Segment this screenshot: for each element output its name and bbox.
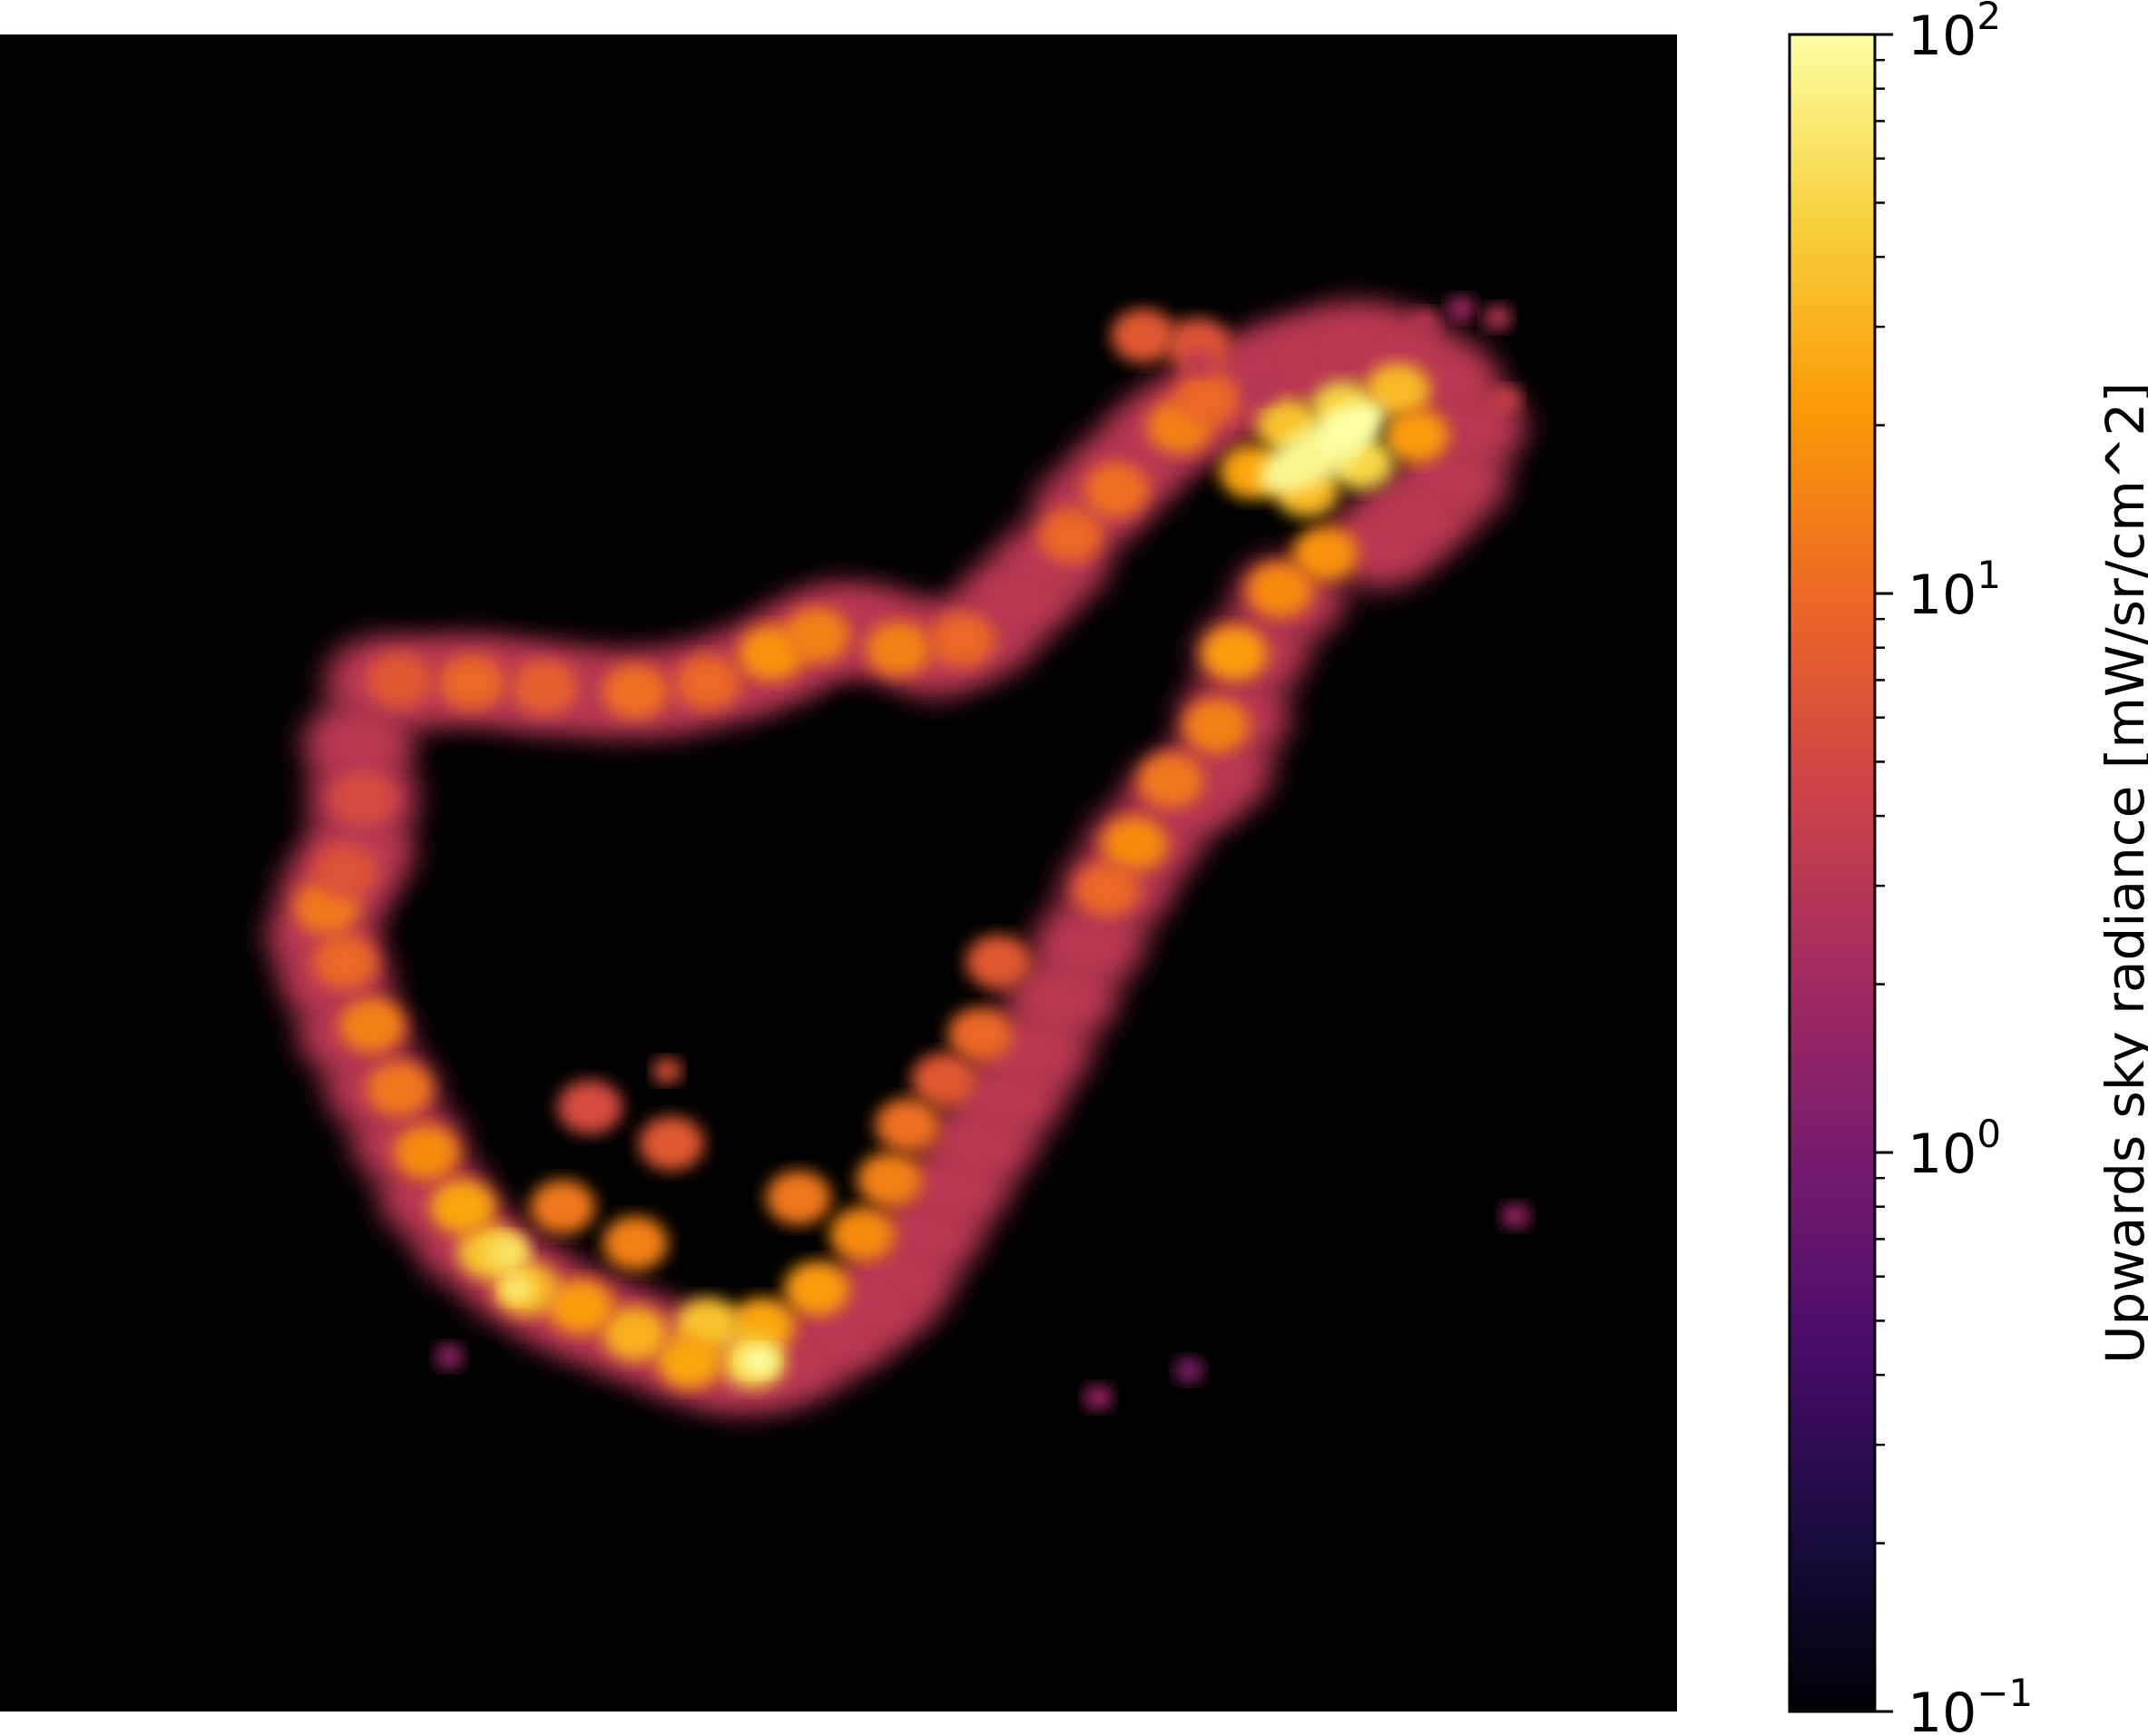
radiance-blob: [312, 844, 378, 898]
radiance-blob: [657, 1334, 722, 1388]
radiance-blob: [548, 1280, 613, 1334]
radiance-blob: [1492, 387, 1521, 412]
colorbar-tick-label: 100: [1908, 1112, 2001, 1186]
radiance-blob: [1319, 401, 1386, 452]
radiance-blob: [1483, 305, 1512, 330]
radiance-blob: [603, 664, 668, 719]
radiance-blob: [394, 1125, 459, 1180]
radiance-blob: [557, 1080, 623, 1134]
radiance-blob: [302, 701, 415, 788]
radiance-blob: [486, 1234, 530, 1270]
colorbar-frame: [1788, 33, 1877, 1713]
radiance-blob: [875, 1098, 940, 1152]
colorbar-tick-label: 101: [1908, 553, 2001, 627]
radiance-blob: [1084, 1385, 1113, 1410]
radiance-blob: [829, 1207, 895, 1261]
radiance-blob: [652, 1058, 682, 1084]
radiance-blob: [367, 1062, 432, 1116]
radiance-blob: [784, 1261, 849, 1316]
radiance-blob: [1174, 372, 1240, 427]
radiance-blob: [367, 653, 432, 708]
radiance-blob: [1102, 817, 1167, 871]
radiance-blob: [639, 1116, 704, 1171]
radiance-blob: [784, 608, 849, 662]
radiance-blob: [603, 1216, 668, 1270]
colorbar-gradient: [1790, 34, 1875, 1711]
radiance-blob: [1183, 699, 1249, 753]
radiance-blob: [1383, 408, 1448, 463]
radiance-blob: [312, 935, 378, 989]
radiance-blob: [1501, 1203, 1530, 1229]
radiance-blob: [1247, 378, 1276, 403]
colorbar-tick-label: 102: [1908, 0, 2001, 68]
radiance-blob: [435, 1344, 464, 1369]
radiance-blob: [330, 771, 396, 826]
radiance-field: [266, 296, 1530, 1414]
colorbar-label: Upwards sky radiance [mW/sr/cm^2]: [2094, 382, 2148, 1364]
radiance-blob: [911, 1053, 976, 1107]
radiance-blob: [1165, 318, 1231, 372]
radiance-blob: [1074, 862, 1140, 917]
radiance-blob: [1084, 463, 1149, 517]
radiance-blob: [530, 1180, 595, 1234]
radiance-blob: [675, 655, 741, 710]
radiance-blob: [339, 998, 405, 1053]
radiance-blob: [1038, 508, 1103, 563]
radiance-blob: [1247, 563, 1312, 617]
radiance-blob: [929, 613, 995, 667]
radiance-blob: [603, 1307, 668, 1361]
radiance-blob: [1174, 1358, 1203, 1383]
radiance-blob: [501, 1274, 534, 1303]
colorbar: 102 101 100 10−1 Upwards sky radiance [mW/s…: [1788, 0, 2148, 1736]
radiance-blob: [1138, 753, 1203, 808]
radiance-blob: [1292, 526, 1358, 581]
colorbar-minor-ticks: [1875, 58, 1885, 1545]
radiance-blob: [1202, 626, 1267, 681]
radiance-blob: [741, 1347, 777, 1376]
radiance-blob: [1447, 296, 1476, 321]
radiance-blob: [866, 622, 931, 676]
radiance-blob: [966, 935, 1031, 989]
radiance-blob: [1183, 350, 1212, 376]
radiance-blob: [857, 1152, 922, 1207]
heatmap-panel: [0, 34, 1677, 1711]
radiance-blob: [766, 1171, 831, 1225]
radiance-blob: [512, 660, 577, 714]
radiance-blob: [947, 1007, 1013, 1062]
radiance-blob: [1111, 309, 1176, 363]
radiance-blob: [1410, 309, 1439, 335]
radiance-blob: [430, 1180, 495, 1234]
heatmap-background: [0, 34, 1677, 1711]
radiance-blob: [1365, 363, 1430, 417]
colorbar-major-ticks: 102 101 100 10−1: [1875, 0, 2033, 1736]
radiance-blob: [439, 655, 505, 710]
colorbar-tick-label: 10−1: [1908, 1671, 2033, 1736]
